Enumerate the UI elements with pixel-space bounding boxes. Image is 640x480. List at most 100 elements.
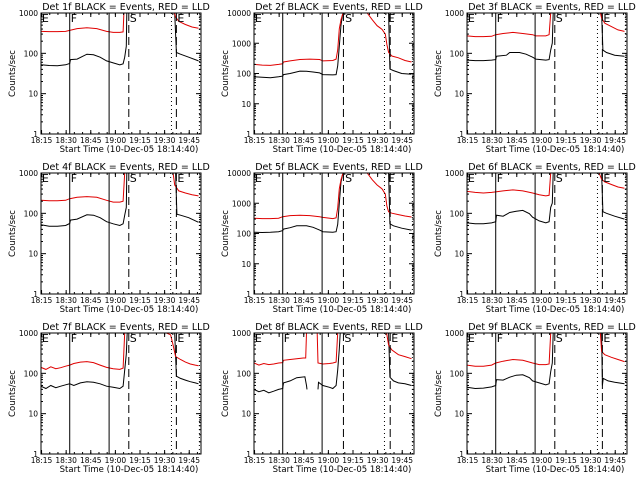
x-tick-label: 18:30 — [55, 296, 77, 305]
x-tick-label: 19:30 — [154, 136, 176, 145]
series-lld-line — [254, 332, 307, 366]
x-tick-label: 19:45 — [604, 296, 626, 305]
x-tick-label: 18:30 — [55, 136, 77, 145]
chart-title: Det 8f BLACK = Events, RED = LLD — [255, 322, 423, 333]
chart-title: Det 4f BLACK = Events, RED = LLD — [42, 162, 210, 173]
x-tick-label: 18:45 — [506, 296, 528, 305]
x-tick-label: 18:15 — [31, 296, 53, 305]
series-lld-line — [173, 12, 199, 29]
y-axis-label: Counts/sec — [221, 50, 231, 97]
y-tick-label: 1 — [33, 450, 38, 459]
vline-label: S — [556, 12, 563, 25]
x-tick-label: 19:45 — [178, 456, 200, 465]
x-tick-label: 19:00 — [531, 296, 553, 305]
vline-label: F — [497, 12, 503, 25]
series-events-line — [41, 332, 128, 390]
y-tick-label: 1000 — [19, 329, 38, 338]
vline-label: E — [177, 12, 184, 25]
plot-frame — [253, 332, 415, 455]
series-events-line — [388, 172, 412, 231]
event-marker-label: E — [388, 172, 395, 185]
event-marker-label: E — [255, 172, 262, 185]
y-tick-label: 1 — [33, 290, 38, 299]
series-lld-line — [467, 332, 552, 367]
y-tick-label: 10 — [241, 410, 251, 419]
series-lld-line — [166, 332, 199, 367]
x-tick-label: 19:15 — [555, 296, 577, 305]
y-tick-label: 1000 — [445, 329, 464, 338]
series-lld-line — [41, 332, 126, 370]
x-tick-label: 18:45 — [293, 296, 315, 305]
x-tick-label: 19:00 — [105, 296, 127, 305]
y-tick-label: 100 — [24, 369, 39, 378]
x-tick-label: 18:15 — [457, 136, 479, 145]
y-tick-label: 100 — [24, 49, 39, 58]
x-tick-label: 19:00 — [318, 136, 340, 145]
event-marker-label: S — [345, 172, 352, 185]
plot-frame — [466, 332, 628, 455]
x-tick-label: 18:45 — [506, 456, 528, 465]
x-tick-label: 19:30 — [367, 296, 389, 305]
series-events-line — [388, 12, 412, 75]
vline-label: S — [130, 12, 137, 25]
series-lld-line — [41, 12, 125, 33]
plot-frame — [40, 12, 202, 135]
x-tick-label: 18:15 — [457, 296, 479, 305]
x-tick-label: 19:45 — [178, 136, 200, 145]
x-tick-label: 18:30 — [55, 456, 77, 465]
y-tick-label: 1000 — [445, 169, 464, 178]
y-tick-label: 1000 — [19, 9, 38, 18]
x-tick-label: 19:30 — [580, 136, 602, 145]
vline-label: E — [391, 332, 398, 345]
y-tick-label: 100 — [237, 369, 252, 378]
y-tick-label: 1 — [459, 290, 464, 299]
y-tick-label: 1 — [459, 130, 464, 139]
event-marker-label: E — [468, 12, 475, 25]
series-events-line — [254, 12, 344, 79]
x-tick-label: 19:45 — [391, 296, 413, 305]
x-tick-label: 19:15 — [129, 296, 151, 305]
series-events-line — [467, 332, 554, 390]
y-tick-label: 100 — [237, 70, 252, 79]
x-tick-label: 18:45 — [80, 296, 102, 305]
y-tick-label: 10000 — [227, 9, 251, 18]
vline-label: F — [497, 172, 503, 185]
series-lld-line — [254, 172, 345, 220]
y-tick-label: 10000 — [227, 169, 251, 178]
x-tick-label: 19:45 — [391, 456, 413, 465]
y-tick-label: 1000 — [232, 39, 251, 48]
series-events-line — [41, 172, 128, 227]
series-lld-line — [254, 12, 345, 66]
y-tick-label: 100 — [24, 209, 39, 218]
x-tick-label: 18:30 — [481, 136, 503, 145]
x-axis-label: Start Time (10-Dec-05 18:14:40) — [486, 145, 625, 155]
x-tick-label: 18:45 — [80, 136, 102, 145]
x-axis-label: Start Time (10-Dec-05 18:14:40) — [273, 305, 412, 315]
series-events-line — [467, 172, 554, 225]
y-tick-label: 1 — [33, 130, 38, 139]
chart-title: Det 9f BLACK = Events, RED = LLD — [468, 322, 636, 333]
x-tick-label: 19:00 — [531, 136, 553, 145]
x-tick-label: 19:30 — [154, 456, 176, 465]
series-events-line — [254, 172, 344, 234]
vline-label: S — [130, 172, 137, 185]
x-tick-label: 18:15 — [244, 296, 266, 305]
plot-frame — [466, 172, 628, 295]
y-tick-label: 10 — [241, 100, 251, 109]
chart-title: Det 2f BLACK = Events, RED = LLD — [255, 2, 423, 13]
x-tick-label: 18:15 — [457, 456, 479, 465]
series-lld-line — [599, 12, 625, 32]
x-tick-label: 18:45 — [293, 456, 315, 465]
chart-title: Det 7f BLACK = Events, RED = LLD — [42, 322, 210, 333]
series-events-line — [174, 12, 199, 62]
y-axis-label: Counts/sec — [8, 370, 18, 417]
x-tick-label: 19:15 — [555, 136, 577, 145]
event-marker-label: E — [42, 12, 49, 25]
